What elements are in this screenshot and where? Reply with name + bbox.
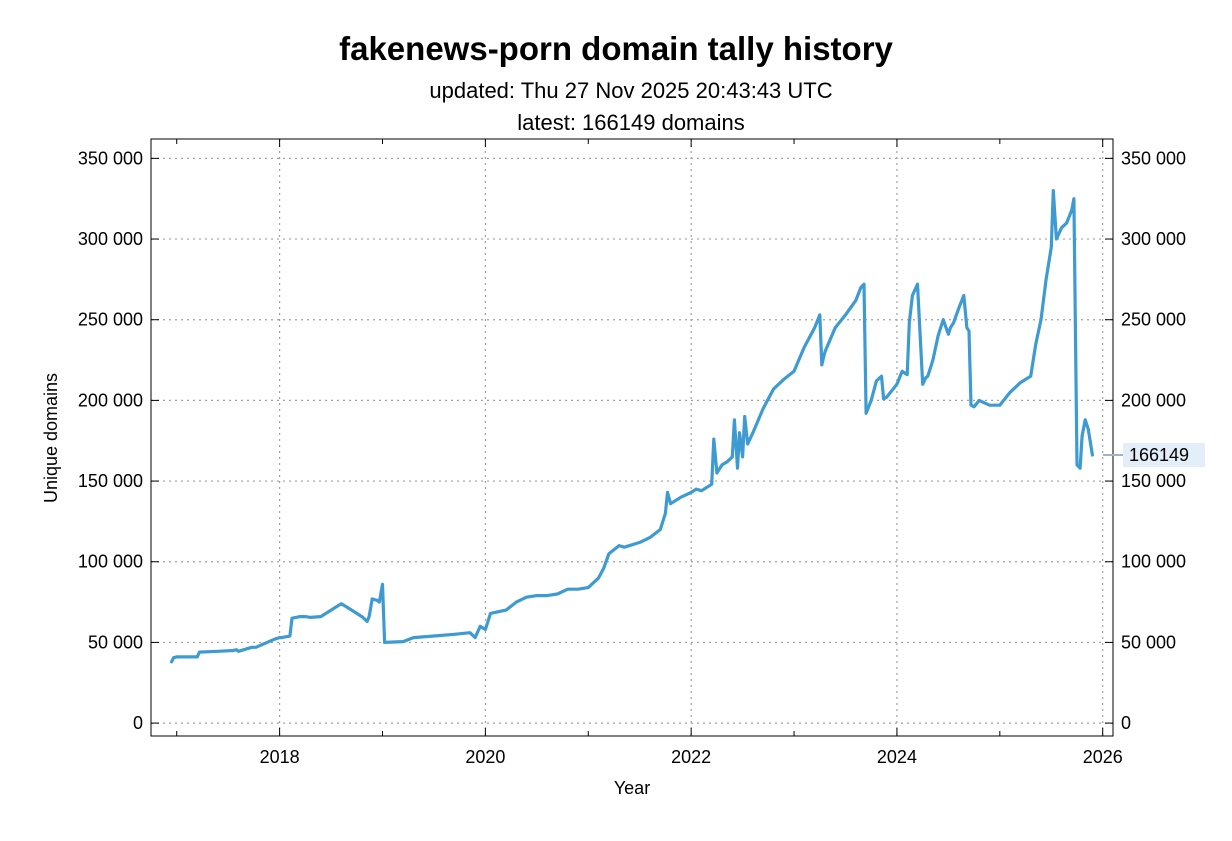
y-tick-label-right: 50 000 — [1121, 632, 1176, 652]
axis-ticks — [151, 139, 1113, 736]
y-tick-label-right: 150 000 — [1121, 471, 1186, 491]
y-tick-label-right: 250 000 — [1121, 310, 1186, 330]
chart-subtitle-latest: latest: 166149 domains — [517, 110, 745, 135]
series-line-domains — [170, 189, 1095, 664]
y-tick-label-right: 0 — [1121, 713, 1131, 733]
chart-title: fakenews-porn domain tally history — [339, 30, 893, 67]
tick-labels: 0 0 50 000 50 000 100 000 100 000 150 000 150 0… — [78, 148, 1186, 767]
latest-callout: 166149 — [1103, 443, 1205, 468]
y-tick-label-left: 100 000 — [78, 552, 143, 572]
chart-subtitle-updated: updated: Thu 27 Nov 2025 20:43:43 UTC — [429, 78, 833, 103]
latest-callout-label: 166149 — [1129, 445, 1189, 465]
y-tick-label-right: 300 000 — [1121, 229, 1186, 249]
y-tick-label-left: 0 — [133, 713, 143, 733]
y-tick-label-left: 250 000 — [78, 310, 143, 330]
y-tick-label-left: 200 000 — [78, 390, 143, 410]
y-axis-label: Unique domains — [41, 373, 61, 503]
y-tick-label-left: 350 000 — [78, 148, 143, 168]
y-tick-label-right: 200 000 — [1121, 390, 1186, 410]
y-tick-label-right: 350 000 — [1121, 148, 1186, 168]
y-tick-label-left: 50 000 — [88, 632, 143, 652]
series-line — [170, 189, 1095, 664]
y-tick-label-left: 300 000 — [78, 229, 143, 249]
x-axis-label: Year — [614, 778, 650, 798]
plot-frame — [150, 138, 1114, 737]
y-tick-label-left: 150 000 — [78, 471, 143, 491]
x-tick-label: 2020 — [465, 747, 505, 767]
latest-callout-box — [1123, 443, 1205, 468]
y-tick-label-right: 100 000 — [1121, 552, 1186, 572]
gridlines — [151, 139, 1113, 736]
x-tick-label: 2024 — [877, 747, 917, 767]
x-tick-label: 2026 — [1083, 747, 1123, 767]
x-tick-label: 2022 — [671, 747, 711, 767]
x-tick-label: 2018 — [260, 747, 300, 767]
